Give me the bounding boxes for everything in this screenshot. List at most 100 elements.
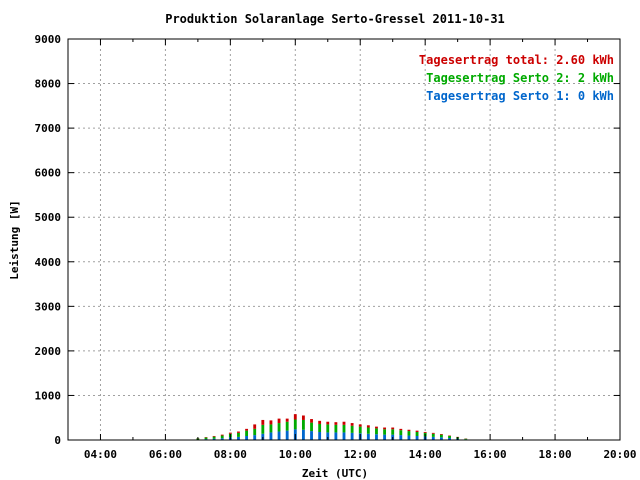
bar-segment-total (277, 418, 281, 424)
bar-segment-serto-2 (407, 431, 411, 436)
bar-segment-serto-1 (285, 430, 289, 440)
bar-segment-total (269, 420, 273, 425)
bar-segment-total (228, 432, 232, 434)
legend-entry: Tagesertrag Serto 1: 0 kWh (426, 89, 614, 103)
bar-segment-serto-2 (326, 424, 330, 433)
bar-segment-serto-1 (301, 429, 305, 440)
bar-segment-total (431, 432, 435, 434)
bar-segment-serto-2 (253, 428, 257, 436)
bar-segment-total (334, 422, 338, 425)
bar-segment-serto-1 (375, 434, 378, 440)
bar-segment-total (253, 424, 257, 429)
bar-segment-serto-1 (310, 431, 313, 440)
bar-segment-serto-1 (326, 432, 330, 440)
x-tick-label: 08:00 (214, 448, 247, 461)
bar-segment-total (358, 424, 362, 427)
y-tick-label: 2000 (35, 345, 62, 358)
bar-segment-total (237, 431, 240, 433)
bar-segment-total (245, 428, 249, 431)
bar-segment-total (220, 434, 224, 436)
bar-segment-serto-1 (253, 435, 257, 440)
chart-title: Produktion Solaranlage Serto-Gressel 201… (165, 12, 505, 26)
bar-segment-total (423, 431, 427, 433)
bar-segment-total (391, 427, 395, 430)
bar-segment-serto-1 (237, 436, 240, 440)
bar-segment-serto-1 (431, 436, 435, 440)
bar-segment-total (301, 415, 305, 420)
x-tick-label: 18:00 (538, 448, 571, 461)
bar-segment-serto-2 (431, 433, 435, 437)
plot-frame (67, 38, 621, 441)
bar-segment-total (399, 428, 403, 431)
bar-segment-total (326, 421, 330, 425)
bar-segment-serto-1 (220, 438, 224, 440)
bar-segment-serto-2 (375, 428, 378, 435)
bar-segment-serto-2 (439, 434, 443, 438)
x-tick-label: 20:00 (603, 448, 636, 461)
bar-segment-serto-2 (261, 424, 265, 434)
bar-segment-serto-2 (383, 429, 387, 435)
bar-segment-total (293, 414, 297, 420)
bar-segment-total (342, 421, 346, 425)
bar-segment-serto-2 (245, 430, 249, 436)
bar-segment-serto-1 (383, 434, 387, 440)
y-tick-labels: 0 1000 2000 3000 4000 5000 6000 7000 8000 9000 (35, 33, 62, 447)
bar-segment-serto-2 (285, 421, 289, 431)
x-tick-label: 12:00 (344, 448, 377, 461)
bar-segment-serto-1 (439, 437, 443, 440)
x-tick-label: 10:00 (279, 448, 312, 461)
x-tick-labels: 04:00 06:00 08:00 10:00 12:00 14:00 16:00 18:00… (84, 448, 637, 461)
bar-segment-serto-2 (391, 429, 395, 435)
bar-segment-total (366, 425, 370, 428)
bar-segment-serto-1 (399, 435, 403, 440)
y-tick-label: 4000 (35, 256, 62, 269)
bar-segment-serto-2 (448, 435, 451, 438)
bar-segment-serto-2 (277, 423, 281, 432)
bar-segment-serto-1 (415, 435, 419, 440)
legend-entry: Tagesertrag total: 2.60 kWh (419, 53, 614, 67)
x-tick-label: 16:00 (474, 448, 507, 461)
bar-segment-serto-2 (342, 424, 346, 433)
bar-segment-total (310, 419, 313, 423)
bar-segment-serto-2 (220, 435, 224, 439)
bar-segment-total (212, 435, 216, 437)
bar-segment-serto-1 (448, 437, 451, 440)
x-tick-label: 04:00 (84, 448, 117, 461)
bar-segment-serto-2 (334, 424, 338, 433)
bar-segment-serto-1 (212, 438, 216, 440)
bar-segment-serto-2 (464, 438, 468, 440)
bar-segment-serto-2 (204, 437, 208, 440)
bar-segment-serto-2 (358, 426, 362, 434)
bar-segment-serto-2 (415, 431, 419, 436)
bar-segment-serto-2 (212, 436, 216, 439)
bar-segment-total (375, 426, 378, 429)
bar-segment-serto-2 (366, 427, 370, 434)
bar-segment-serto-1 (334, 432, 338, 440)
grid-lines (68, 39, 620, 440)
y-tick-label: 0 (54, 434, 61, 447)
bar-segment-total (407, 429, 411, 432)
y-tick-label: 6000 (35, 167, 62, 180)
bar-segment-serto-2 (310, 422, 313, 432)
bar-segment-total (439, 433, 443, 435)
y-tick-label: 1000 (35, 389, 62, 402)
bar-segment-total (285, 418, 289, 422)
y-tick-label: 9000 (35, 33, 62, 46)
x-tick-label: 06:00 (149, 448, 182, 461)
y-tick-label: 8000 (35, 78, 62, 91)
bar-segment-serto-2 (318, 423, 322, 432)
bar-segment-total (415, 430, 419, 432)
bar-segment-serto-2 (269, 424, 273, 433)
legend: Tagesertrag total: 2.60 kWh Tagesertrag S… (419, 53, 614, 103)
bar-segment-serto-1 (350, 432, 354, 440)
x-tick-label: 14:00 (409, 448, 442, 461)
bar-segment-serto-2 (399, 430, 403, 436)
y-tick-label: 7000 (35, 122, 62, 135)
bar-segment-total (318, 420, 322, 424)
y-tick-label: 5000 (35, 211, 62, 224)
bar-segment-serto-1 (261, 433, 265, 440)
legend-entry: Tagesertrag Serto 2: 2 kWh (426, 71, 614, 85)
bar-segment-serto-2 (293, 419, 297, 430)
bar-segment-serto-1 (407, 435, 411, 440)
axis-ticks (67, 38, 621, 441)
